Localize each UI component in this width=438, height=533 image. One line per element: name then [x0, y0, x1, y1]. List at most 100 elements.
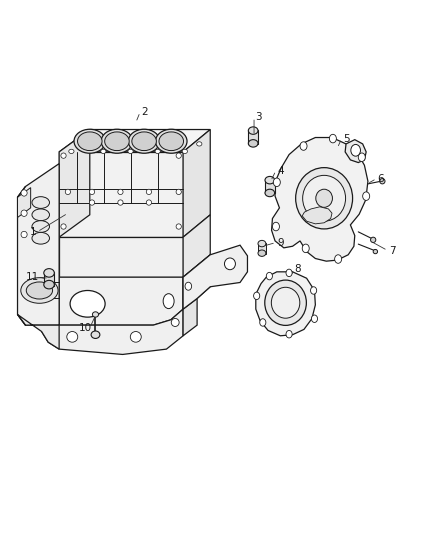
Ellipse shape [197, 142, 202, 146]
Ellipse shape [286, 269, 292, 277]
Ellipse shape [26, 282, 53, 299]
Polygon shape [59, 277, 183, 325]
Ellipse shape [260, 319, 266, 326]
Ellipse shape [163, 294, 174, 309]
Ellipse shape [171, 318, 179, 326]
Ellipse shape [335, 255, 342, 263]
Polygon shape [59, 237, 183, 277]
Ellipse shape [101, 130, 133, 154]
Ellipse shape [101, 149, 106, 154]
Text: 4: 4 [277, 166, 284, 175]
Ellipse shape [380, 179, 385, 184]
Polygon shape [183, 245, 247, 309]
Polygon shape [183, 255, 210, 309]
Ellipse shape [155, 130, 187, 154]
Bar [258, 243, 266, 254]
Ellipse shape [225, 258, 236, 270]
Ellipse shape [296, 168, 353, 229]
Polygon shape [59, 152, 183, 237]
Polygon shape [42, 309, 183, 354]
Ellipse shape [128, 130, 160, 154]
Polygon shape [59, 130, 210, 152]
Ellipse shape [21, 190, 27, 196]
Polygon shape [18, 314, 59, 349]
Ellipse shape [311, 287, 317, 294]
Text: 8: 8 [294, 264, 301, 274]
Polygon shape [272, 138, 368, 261]
Ellipse shape [21, 210, 27, 216]
Ellipse shape [67, 332, 78, 342]
Ellipse shape [155, 149, 160, 154]
Ellipse shape [61, 153, 66, 158]
Polygon shape [183, 298, 197, 336]
Ellipse shape [44, 269, 54, 277]
Ellipse shape [131, 332, 141, 342]
Ellipse shape [44, 280, 54, 289]
Ellipse shape [302, 244, 309, 253]
Bar [248, 130, 258, 144]
Text: 7: 7 [389, 246, 396, 255]
Ellipse shape [316, 189, 332, 207]
Ellipse shape [265, 189, 275, 197]
Ellipse shape [176, 153, 181, 158]
Ellipse shape [182, 149, 187, 154]
Ellipse shape [363, 192, 370, 200]
Ellipse shape [32, 221, 49, 232]
Polygon shape [183, 130, 210, 237]
Text: 1: 1 [29, 227, 36, 237]
Ellipse shape [176, 189, 181, 195]
Ellipse shape [118, 189, 123, 195]
Ellipse shape [248, 127, 258, 134]
Ellipse shape [146, 189, 152, 195]
Text: 11: 11 [26, 272, 39, 282]
Ellipse shape [32, 209, 49, 221]
Ellipse shape [78, 132, 102, 150]
Ellipse shape [271, 287, 300, 318]
Ellipse shape [265, 176, 275, 184]
Ellipse shape [92, 312, 99, 317]
Polygon shape [59, 130, 90, 237]
Ellipse shape [128, 149, 133, 154]
Polygon shape [183, 215, 210, 277]
Polygon shape [18, 188, 31, 217]
Ellipse shape [273, 178, 280, 187]
Ellipse shape [65, 189, 71, 195]
Polygon shape [345, 140, 366, 163]
Ellipse shape [69, 149, 74, 154]
Ellipse shape [311, 315, 318, 322]
Ellipse shape [70, 290, 105, 317]
Ellipse shape [248, 140, 258, 147]
Ellipse shape [74, 130, 106, 154]
Ellipse shape [61, 224, 66, 229]
Ellipse shape [329, 134, 336, 143]
Ellipse shape [258, 240, 266, 247]
Ellipse shape [89, 200, 95, 205]
Text: 3: 3 [255, 112, 262, 122]
Ellipse shape [266, 272, 272, 280]
Ellipse shape [286, 330, 292, 338]
Ellipse shape [32, 197, 49, 208]
Ellipse shape [89, 189, 95, 195]
Ellipse shape [21, 231, 27, 238]
Ellipse shape [371, 237, 376, 243]
Ellipse shape [91, 331, 100, 338]
Ellipse shape [358, 153, 365, 161]
Ellipse shape [159, 132, 184, 150]
Ellipse shape [303, 175, 346, 221]
Ellipse shape [300, 142, 307, 150]
Ellipse shape [185, 282, 192, 290]
Polygon shape [256, 272, 315, 336]
Ellipse shape [146, 200, 152, 205]
Text: 10: 10 [79, 323, 92, 333]
Ellipse shape [176, 224, 181, 229]
Ellipse shape [105, 132, 129, 150]
Text: 6: 6 [378, 174, 385, 183]
Ellipse shape [258, 250, 266, 256]
Polygon shape [18, 164, 59, 325]
Polygon shape [302, 207, 332, 224]
Ellipse shape [118, 200, 123, 205]
Ellipse shape [254, 292, 260, 300]
Ellipse shape [132, 132, 156, 150]
Ellipse shape [373, 249, 378, 254]
Text: 2: 2 [141, 107, 148, 117]
